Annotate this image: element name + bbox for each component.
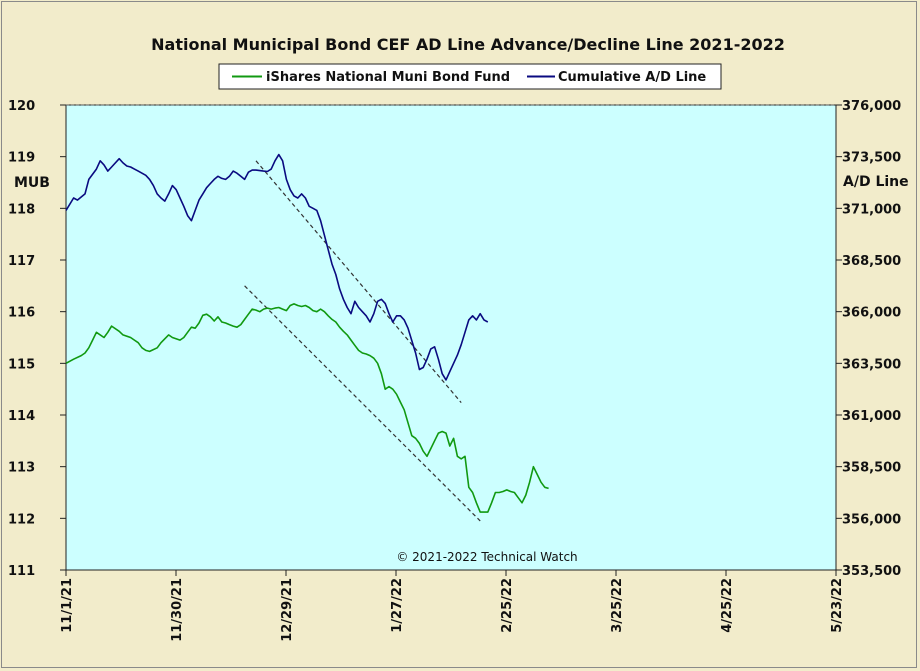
plot-area (65, 104, 837, 571)
chart-title: National Municipal Bond CEF AD Line Adva… (151, 35, 785, 54)
x-axis: 11/1/21 11/30/21 12/29/21 1/27/22 2/25/22 3/2… (60, 570, 845, 642)
left-tick-label: 112 (8, 512, 35, 527)
right-tick-label: 361,000 (842, 409, 901, 424)
left-axis-label: MUB (14, 175, 50, 191)
trendlines (244, 160, 481, 522)
left-tick-label: 117 (8, 254, 35, 269)
x-tick-label: 2/25/22 (500, 578, 515, 633)
right-axis: 353,500 356,000 358,500 361,000 363,500 366,0… (836, 99, 901, 579)
right-tick-label: 358,500 (842, 461, 901, 476)
legend-label-ad: Cumulative A/D Line (558, 70, 706, 85)
right-tick-label: 356,000 (842, 512, 901, 527)
right-tick-label: 353,500 (842, 564, 901, 579)
trendline (255, 160, 462, 403)
left-tick-label: 119 (8, 151, 35, 166)
right-tick-label: 368,500 (842, 254, 901, 269)
right-tick-label: 363,500 (842, 357, 901, 372)
x-tick-label: 11/1/21 (60, 578, 75, 633)
left-tick-label: 120 (8, 99, 35, 114)
right-tick-label: 366,000 (842, 306, 901, 321)
left-tick-label: 118 (8, 202, 35, 217)
x-tick-label: 4/25/22 (720, 578, 735, 633)
x-tick-label: 11/30/21 (170, 578, 185, 642)
legend-box (218, 63, 722, 90)
copyright-text: © 2021-2022 Technical Watch (396, 550, 577, 564)
x-tick-label: 1/27/22 (390, 578, 405, 633)
legend-label-mub: iShares National Muni Bond Fund (266, 70, 510, 85)
left-tick-label: 114 (8, 409, 35, 424)
left-axis: 111 112 113 114 115 116 117 118 119 120 (8, 99, 66, 579)
right-axis-label: A/D Line (843, 174, 909, 190)
series-lines (65, 153, 549, 513)
right-tick-label: 376,000 (842, 99, 901, 114)
right-tick-label: 371,000 (842, 202, 901, 217)
x-tick-label: 5/23/22 (830, 578, 845, 633)
left-tick-label: 113 (8, 461, 35, 476)
left-tick-label: 116 (8, 306, 35, 321)
x-tick-label: 12/29/21 (280, 578, 295, 642)
x-tick-label: 3/25/22 (610, 578, 625, 633)
series-line-ad (65, 153, 489, 381)
series-line-mub (65, 303, 549, 513)
right-tick-label: 373,500 (842, 151, 901, 166)
left-tick-label: 115 (8, 357, 35, 372)
left-tick-label: 111 (8, 564, 35, 579)
legend: iShares National Muni Bond Fund Cumulati… (218, 63, 722, 90)
